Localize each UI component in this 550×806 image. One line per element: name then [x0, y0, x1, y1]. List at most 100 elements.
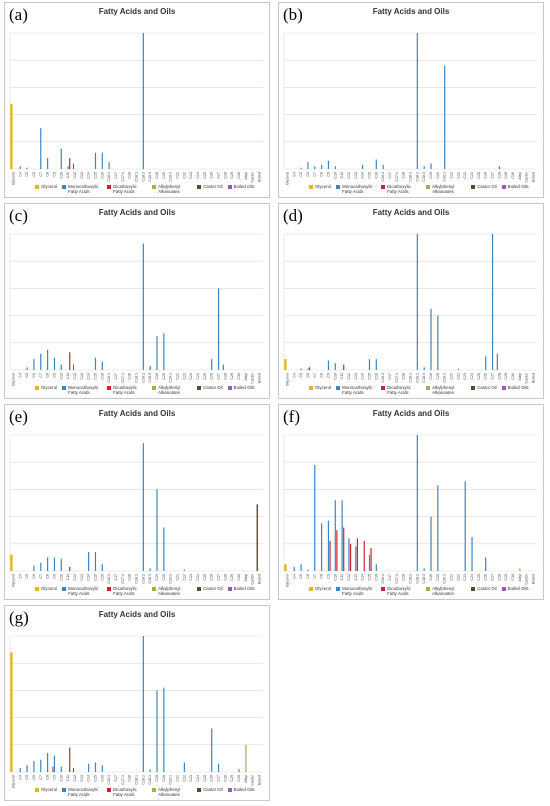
x-tick-label: C23 [463, 373, 467, 380]
x-tick-label: C12 [73, 775, 77, 782]
bar-monocarboxylic [183, 762, 185, 772]
legend-label: Glycerol [315, 586, 332, 591]
x-tick-label: C13 [354, 172, 358, 179]
x-tick-label: C8 [46, 373, 50, 378]
x-tick-label: Castor [525, 171, 529, 182]
bar-monocarboxylic [375, 159, 377, 169]
legend-item: Glycerol [35, 385, 57, 395]
bar-monocarboxylic [47, 752, 49, 772]
x-tick-label: C18:3 [422, 172, 426, 182]
legend-label: Monocarboxylic Fatty Acids [342, 385, 373, 395]
x-tick-label: C28 [497, 172, 501, 179]
bar-monocarboxylic [496, 353, 498, 370]
bar-dicarboxylic [329, 541, 331, 571]
legend-swatch [35, 385, 39, 390]
x-tick-label: C21 [450, 172, 454, 179]
bar-monocarboxylic [464, 481, 466, 571]
x-tick-label: C25 [477, 172, 481, 179]
legend-item: Glycerol [35, 586, 57, 596]
panel-label: (c) [9, 206, 28, 225]
bar-monocarboxylic [307, 368, 309, 370]
x-tick-label: C11 [66, 373, 70, 379]
bar-monocarboxylic [368, 359, 371, 370]
bar-monocarboxylic [416, 435, 418, 571]
bar-monocarboxylic [341, 500, 343, 571]
x-tick-label: C29 [504, 373, 508, 380]
bar-castor-oil [256, 504, 258, 571]
bar-monocarboxylic [327, 360, 330, 370]
x-tick-label: C22 [182, 172, 186, 179]
x-tick-label: C11 [340, 574, 344, 580]
bar-monocarboxylic [416, 33, 418, 169]
bar-monocarboxylic [47, 349, 49, 370]
x-tick-label: C11 [66, 172, 70, 178]
bar-monocarboxylic [211, 728, 213, 772]
legend-swatch [107, 586, 112, 591]
x-tick-label: C7 [313, 172, 317, 177]
legend-item: Castor Oil [197, 787, 223, 797]
legend-item: Boiled Oils [227, 787, 255, 797]
x-tick-label: C19 [429, 574, 433, 581]
x-tick-label: C19 [155, 373, 159, 380]
bar-dicarboxylic [349, 543, 352, 571]
x-tick-label: C17 [114, 373, 118, 380]
x-tick-label: Alkyl [244, 172, 248, 180]
bar-chart: Glycerol C4 C5 C6 C7 C8 C9 C10 C11 C12 C13 C14 C15 C1… [9, 32, 263, 185]
x-tick-label: C27 [217, 775, 221, 782]
x-tick-label: C13 [80, 775, 84, 782]
legend-item: Boiled Oils [501, 184, 529, 194]
bar-monocarboxylic [33, 565, 35, 571]
x-tick-label: C20:1 [169, 775, 173, 785]
x-tick-label: C27 [491, 373, 495, 380]
legend-label: Dicarboxylic Fatty Acids [387, 184, 411, 194]
legend-label: Dicarboxylic Fatty Acids [387, 586, 411, 596]
bar-monocarboxylic [430, 163, 432, 169]
x-tick-label: C8 [320, 172, 324, 177]
x-tick-label: C16 [100, 172, 104, 179]
x-tick-label: C30 [511, 373, 515, 380]
bar-monocarboxylic [437, 315, 439, 370]
bar-glycerol [284, 564, 287, 571]
bar-monocarboxylic [183, 569, 185, 571]
x-tick-label: C16:1 [381, 373, 385, 383]
x-tick-label: C27 [217, 574, 221, 581]
x-tick-label: C11 [340, 172, 344, 178]
bar-chart: Glycerol C4 C5 C6 C7 C8 C9 C10 C11 C12 C13 C14 C15 C1… [9, 233, 263, 386]
bar-glycerol [10, 652, 13, 772]
x-tick-label: C24 [196, 775, 200, 782]
legend-swatch [336, 385, 341, 390]
x-tick-label: C26 [210, 373, 214, 380]
x-tick-label: C9 [52, 574, 56, 579]
x-tick-label: C7 [39, 574, 43, 579]
x-tick-label: C28 [223, 775, 227, 782]
legend-swatch [152, 586, 157, 591]
legend-item: Alkylphenyl Alkanoates [152, 586, 192, 596]
x-tick-label: C14 [87, 574, 91, 581]
bar-monocarboxylic [430, 308, 432, 370]
x-tick-label: C18 [402, 172, 406, 179]
legend-swatch [62, 184, 67, 189]
bar-monocarboxylic [19, 767, 21, 772]
bar-monocarboxylic [40, 353, 42, 370]
x-tick-label: C16:1 [381, 574, 385, 584]
legend-swatch [197, 787, 202, 792]
x-tick-label: C14 [361, 574, 365, 581]
bar-monocarboxylic [33, 761, 35, 772]
x-tick-label: C16 [100, 775, 104, 782]
x-tick-label: C17:1 [121, 775, 125, 785]
bar-monocarboxylic [430, 516, 432, 571]
x-tick-label: C5 [25, 775, 29, 780]
x-tick-label: C15 [93, 373, 97, 380]
bar-monocarboxylic [457, 368, 459, 370]
legend: Glycerol Monocarboxylic Fatty Acids Dicarb… [35, 184, 265, 194]
x-tick-label: C24 [470, 574, 474, 581]
x-tick-label: C16:1 [381, 172, 385, 182]
legend-swatch [471, 184, 476, 189]
x-tick-label: C5 [25, 574, 29, 579]
x-tick-label: C30 [237, 172, 241, 179]
legend-swatch [152, 787, 157, 792]
bar-monocarboxylic [149, 568, 151, 571]
x-tick-label: C29 [504, 172, 508, 179]
x-tick-label: C10 [333, 373, 337, 380]
legend-label: Dicarboxylic Fatty Acids [387, 385, 411, 395]
